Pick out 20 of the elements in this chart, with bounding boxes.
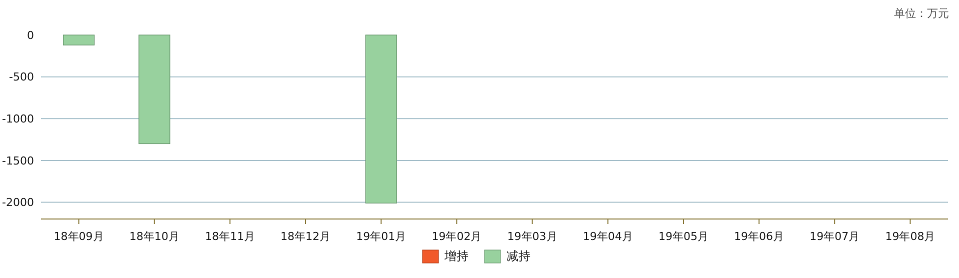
- x-tick-label: 18年12月: [280, 230, 331, 243]
- x-tick-label: 19年01月: [356, 230, 406, 243]
- y-tick-label: 0: [27, 28, 34, 42]
- x-tick-label: 19年04月: [582, 230, 633, 243]
- x-tick-label: 18年09月: [54, 230, 104, 243]
- x-tick-label: 19年03月: [507, 230, 558, 243]
- y-tick-label: -2000: [2, 196, 34, 210]
- x-tick-label: 19年05月: [658, 230, 708, 243]
- x-tick-label: 18年10月: [129, 230, 180, 243]
- y-tick-label: -500: [9, 70, 34, 84]
- y-tick-label: -1500: [2, 154, 34, 168]
- x-tick-label: 19年08月: [885, 230, 936, 243]
- x-tick-label: 19年07月: [810, 230, 860, 243]
- x-tick-label: 19年06月: [734, 230, 784, 243]
- legend-label: 减持: [506, 249, 530, 264]
- x-tick-label: 19年02月: [432, 230, 482, 243]
- legend-label: 增持: [444, 249, 468, 264]
- x-tick-label: 18年11月: [204, 230, 255, 243]
- y-tick-label: -1000: [2, 112, 34, 126]
- text: 单位：万元: [894, 7, 949, 20]
